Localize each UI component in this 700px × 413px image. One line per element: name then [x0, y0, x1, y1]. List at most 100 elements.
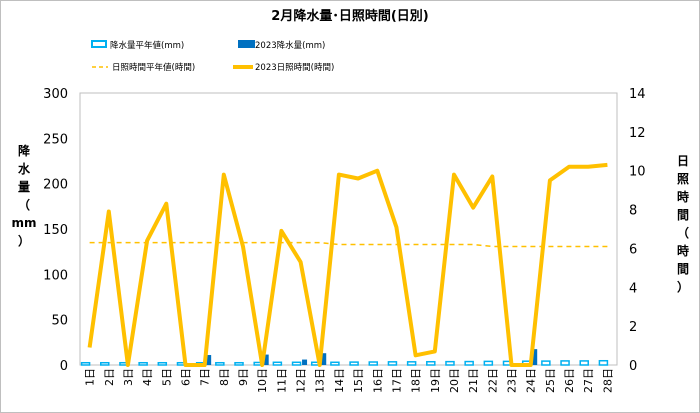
- x-tick-label: 19日: [429, 368, 442, 393]
- normal-precipitation-bar: [157, 361, 168, 366]
- axis-label-char: 降: [18, 143, 31, 158]
- axis-label-char: 時: [677, 189, 689, 204]
- chart-title: 2月降水量･日照時間(日別): [271, 8, 428, 24]
- right-tick-label: 0: [629, 359, 637, 374]
- right-tick-label: 4: [629, 281, 637, 296]
- x-tick-label: 25日: [544, 368, 557, 393]
- normal-precipitation-bar: [579, 360, 589, 366]
- normal-precipitation-bar: [406, 361, 417, 366]
- normal-precipitation-bar: [387, 361, 398, 366]
- x-tick-label: 21日: [467, 368, 480, 393]
- x-tick-label: 13日: [314, 368, 327, 393]
- legend-label-normal-sunshine: 日照時間平年値(時間): [112, 62, 195, 73]
- left-tick-label: 50: [51, 314, 68, 329]
- x-tick-label: 4日: [141, 368, 154, 386]
- axis-label-char: 間: [677, 208, 689, 222]
- normal-precipitation-bar: [445, 360, 455, 366]
- precipitation-2023-bar: [321, 353, 327, 365]
- legend-item-normal-sunshine: 日照時間平年値(時間): [92, 62, 195, 73]
- x-tick-label: 6日: [179, 368, 192, 386]
- precipitation-2023-bar: [302, 359, 308, 365]
- precipitation-2023-bar: [263, 354, 269, 365]
- right-tick-label: 8: [629, 204, 637, 219]
- x-tick-label: 16日: [371, 368, 384, 393]
- legend-item-normal-precipitation: 降水量平年値(mm): [91, 40, 184, 51]
- legend-label-2023-sunshine: 2023日照時間(時間): [255, 63, 334, 73]
- axis-label-char: 量: [18, 180, 30, 194]
- x-tick-label: 7日: [199, 368, 212, 386]
- normal-precipitation-bar: [483, 360, 494, 366]
- precipitation-2023-bars: [206, 349, 538, 365]
- x-tick-label: 12日: [295, 368, 308, 393]
- normal-precipitation-bar: [272, 361, 283, 366]
- x-tick-label: 15日: [352, 368, 365, 393]
- axis-label-char: ）: [18, 233, 30, 248]
- axis-label-char: （: [677, 225, 689, 240]
- right-axis-ticks: 0 2 4 6 8 10 12 14: [629, 87, 646, 374]
- x-tick-label: 23日: [506, 368, 519, 393]
- sunshine-2023-line: [87, 162, 608, 367]
- right-axis-label: 日照時間（時間）: [677, 154, 689, 294]
- x-tick-label: 26日: [563, 368, 576, 393]
- left-tick-label: 100: [43, 268, 68, 283]
- normal-precipitation-bar: [80, 361, 91, 366]
- normal-precipitation-bar: [215, 361, 225, 366]
- x-tick-label: 14日: [333, 368, 346, 393]
- x-tick-label: 17日: [390, 368, 403, 393]
- axis-label-char: （: [18, 197, 30, 212]
- x-tick-label: 8日: [218, 368, 231, 386]
- axis-label-char: 日: [677, 154, 689, 168]
- normal-precipitation-bar: [138, 361, 148, 366]
- legend-label-2023-precipitation: 2023降水量(mm): [255, 40, 325, 51]
- left-tick-label: 150: [43, 223, 68, 238]
- normal-precipitation-bar: [330, 361, 340, 366]
- axis-label-char: 水: [18, 161, 31, 176]
- x-tick-label: 10日: [256, 368, 269, 393]
- x-axis-ticks: 1日 2日 3日 4日 5日 6日 7日 8日 9日 10日 11日 12日 13日 14日 15日 16日 1…: [84, 368, 615, 393]
- left-tick-label: 0: [60, 359, 68, 374]
- right-tick-label: 12: [629, 126, 646, 141]
- axis-label-char: 間: [677, 262, 689, 276]
- normal-precipitation-bar: [426, 360, 436, 366]
- legend-label-normal-precipitation: 降水量平年値(mm): [110, 40, 184, 51]
- plot-area: [79, 92, 618, 366]
- axis-label-char: mm: [11, 216, 36, 230]
- normal-precipitation-bar: [349, 361, 359, 366]
- normal-sunshine-line: [89, 241, 608, 248]
- x-tick-label: 24日: [525, 368, 538, 393]
- x-tick-label: 1日: [84, 368, 97, 386]
- x-tick-label: 28日: [601, 368, 614, 393]
- x-tick-label: 11日: [275, 368, 288, 393]
- x-tick-label: 27日: [582, 368, 595, 393]
- right-tick-label: 6: [629, 242, 637, 257]
- normal-precipitation-bar: [541, 360, 551, 366]
- axis-label-char: 時: [677, 243, 689, 258]
- axis-label-char: 照: [677, 171, 689, 186]
- legend: 降水量平年値(mm) 2023降水量(mm) 日照時間平年値(時間) 2023日…: [91, 40, 334, 73]
- x-tick-label: 9日: [237, 368, 250, 386]
- right-tick-label: 2: [629, 320, 637, 335]
- right-tick-label: 14: [629, 87, 646, 102]
- legend-swatch-normal-precipitation: [91, 40, 107, 48]
- left-tick-label: 200: [43, 178, 68, 193]
- left-axis-label: 降水量 （ mm ）: [11, 143, 36, 248]
- legend-item-2023-sunshine: 2023日照時間(時間): [233, 63, 334, 73]
- normal-precipitation-bar: [368, 361, 379, 366]
- legend-item-2023-precipitation: 2023降水量(mm): [238, 40, 325, 51]
- axis-label-char: ）: [677, 279, 689, 294]
- left-tick-label: 250: [43, 132, 68, 147]
- left-axis-ticks: 0 50 100 150 200 250 300: [43, 87, 68, 374]
- right-tick-label: 10: [629, 165, 646, 180]
- normal-precipitation-bar: [464, 360, 474, 366]
- normal-precipitation-bar: [291, 361, 302, 366]
- x-tick-label: 2日: [103, 368, 116, 386]
- normal-precipitation-bar: [234, 361, 244, 366]
- precipitation-2023-bar: [532, 349, 538, 365]
- normal-precipitation-bar: [560, 360, 570, 366]
- x-tick-label: 18日: [410, 368, 423, 393]
- normal-precipitation-bar: [598, 359, 609, 366]
- left-tick-label: 300: [43, 87, 68, 102]
- x-tick-label: 20日: [448, 368, 461, 393]
